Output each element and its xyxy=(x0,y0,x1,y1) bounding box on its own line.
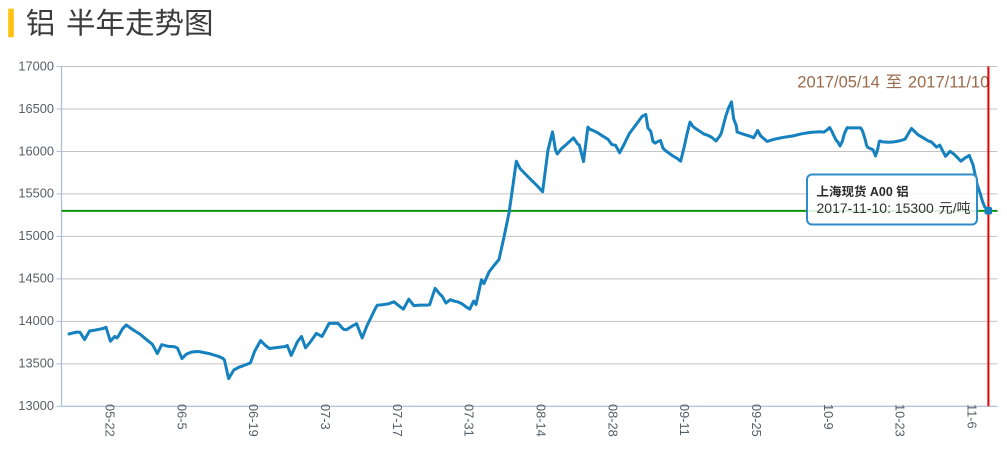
svg-text:/: / xyxy=(953,200,957,216)
svg-text:15500: 15500 xyxy=(18,186,54,201)
svg-text:05-22: 05-22 xyxy=(103,404,118,437)
svg-text:06-19: 06-19 xyxy=(246,404,261,437)
svg-text:17000: 17000 xyxy=(18,58,54,73)
svg-text:07-3: 07-3 xyxy=(318,404,333,430)
svg-text:2017/11/10: 2017/11/10 xyxy=(908,74,989,92)
svg-text:10-23: 10-23 xyxy=(893,404,908,437)
svg-text:11-6: 11-6 xyxy=(965,404,980,429)
svg-text:13000: 13000 xyxy=(18,398,54,413)
svg-text:08-28: 08-28 xyxy=(605,404,620,437)
svg-text:16500: 16500 xyxy=(18,101,54,116)
svg-text:16000: 16000 xyxy=(18,143,54,158)
svg-text:08-14: 08-14 xyxy=(534,404,549,437)
svg-text:07-31: 07-31 xyxy=(462,404,477,437)
svg-text:09-25: 09-25 xyxy=(749,404,764,437)
svg-text:A00: A00 xyxy=(870,185,893,199)
svg-text:09-11: 09-11 xyxy=(677,404,692,436)
svg-text:07-17: 07-17 xyxy=(390,404,405,437)
svg-text:10-9: 10-9 xyxy=(821,404,836,430)
svg-text:2017/05/14: 2017/05/14 xyxy=(797,74,880,92)
svg-text:14500: 14500 xyxy=(18,271,54,286)
svg-text:13500: 13500 xyxy=(18,356,54,371)
svg-text:15000: 15000 xyxy=(18,228,54,243)
svg-text:2017-11-10: 15300: 2017-11-10: 15300 xyxy=(817,200,934,216)
svg-text:06-5: 06-5 xyxy=(174,404,189,430)
svg-text:14000: 14000 xyxy=(18,313,54,328)
